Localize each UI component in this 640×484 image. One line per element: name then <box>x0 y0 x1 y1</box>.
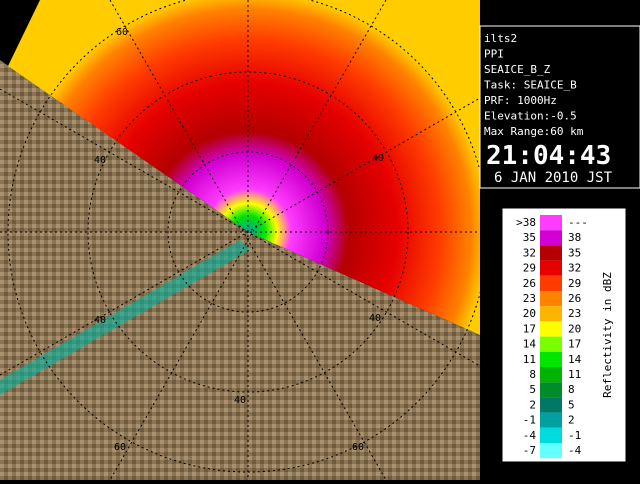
legend-low: 29 <box>523 262 536 275</box>
range-label: 40 <box>372 153 384 164</box>
legend-high: 8 <box>568 383 575 396</box>
legend-swatch <box>540 321 562 337</box>
legend-high: 23 <box>568 307 581 320</box>
legend-low: 35 <box>523 231 536 244</box>
legend-swatch <box>540 215 562 231</box>
info-line: SEAICE_B_Z <box>484 63 551 76</box>
legend-high: 26 <box>568 292 581 305</box>
legend-high: -1 <box>568 429 581 442</box>
legend-high: --- <box>568 216 588 229</box>
legend-high: 20 <box>568 322 581 335</box>
legend-high: 17 <box>568 338 581 351</box>
legend-high: 38 <box>568 231 581 244</box>
range-label: 60 <box>116 27 128 38</box>
legend-low: -7 <box>523 444 536 457</box>
legend-high: 2 <box>568 414 575 427</box>
legend-low: 17 <box>523 322 536 335</box>
legend-low: -1 <box>523 414 536 427</box>
legend-low: 23 <box>523 292 536 305</box>
date: 6 JAN 2010 JST <box>494 170 613 186</box>
legend-low: 11 <box>523 353 536 366</box>
range-label: 40 <box>94 155 106 166</box>
legend-low: >38 <box>516 216 536 229</box>
range-label: 60 <box>114 442 126 453</box>
legend-low: 8 <box>529 368 536 381</box>
legend-high: 11 <box>568 368 581 381</box>
legend-swatch <box>540 427 562 443</box>
legend-box <box>501 207 627 463</box>
legend-swatch <box>540 275 562 291</box>
legend-high: 29 <box>568 277 581 290</box>
legend-swatch <box>540 367 562 383</box>
legend-swatch <box>540 397 562 413</box>
legend-swatch <box>540 412 562 428</box>
info-line: PRF: 1000Hz <box>484 94 557 107</box>
legend-high: 35 <box>568 246 581 259</box>
legend-swatch <box>540 336 562 352</box>
legend-high: -4 <box>568 444 582 457</box>
range-label: 40 <box>94 315 106 326</box>
info-line: ilts2 <box>484 32 517 45</box>
range-label: 60 <box>352 442 364 453</box>
legend-swatch <box>540 245 562 261</box>
legend-low: 14 <box>523 338 537 351</box>
info-line: PPI <box>484 48 504 61</box>
range-label: 40 <box>369 313 381 324</box>
legend-low: 20 <box>523 307 536 320</box>
legend-low: -4 <box>523 429 537 442</box>
legend-title: Reflectivity in dBZ <box>601 272 614 398</box>
info-line: Elevation:-0.5 <box>484 110 577 123</box>
land <box>0 60 480 480</box>
legend-swatch <box>540 306 562 322</box>
legend-high: 14 <box>568 353 582 366</box>
legend-low: 5 <box>529 383 536 396</box>
legend-swatch <box>540 443 562 459</box>
info-panel <box>479 25 640 189</box>
info-line: Max Range:60 km <box>484 125 584 138</box>
range-rings <box>0 0 488 480</box>
legend-low: 32 <box>523 246 536 259</box>
legend-swatch <box>540 260 562 276</box>
range-label: 40 <box>234 395 246 406</box>
time: 21:04:43 <box>486 141 611 171</box>
legend-swatch <box>540 230 562 246</box>
sea-echo <box>8 0 480 335</box>
legend-high: 5 <box>568 398 575 411</box>
info-line: Task: SEAICE_B <box>484 79 577 92</box>
legend-swatch <box>540 351 562 367</box>
legend-swatch <box>540 382 562 398</box>
echo-streak <box>0 240 250 395</box>
legend-low: 2 <box>529 398 536 411</box>
legend-low: 26 <box>523 277 536 290</box>
legend-high: 32 <box>568 262 581 275</box>
legend-swatch <box>540 291 562 307</box>
